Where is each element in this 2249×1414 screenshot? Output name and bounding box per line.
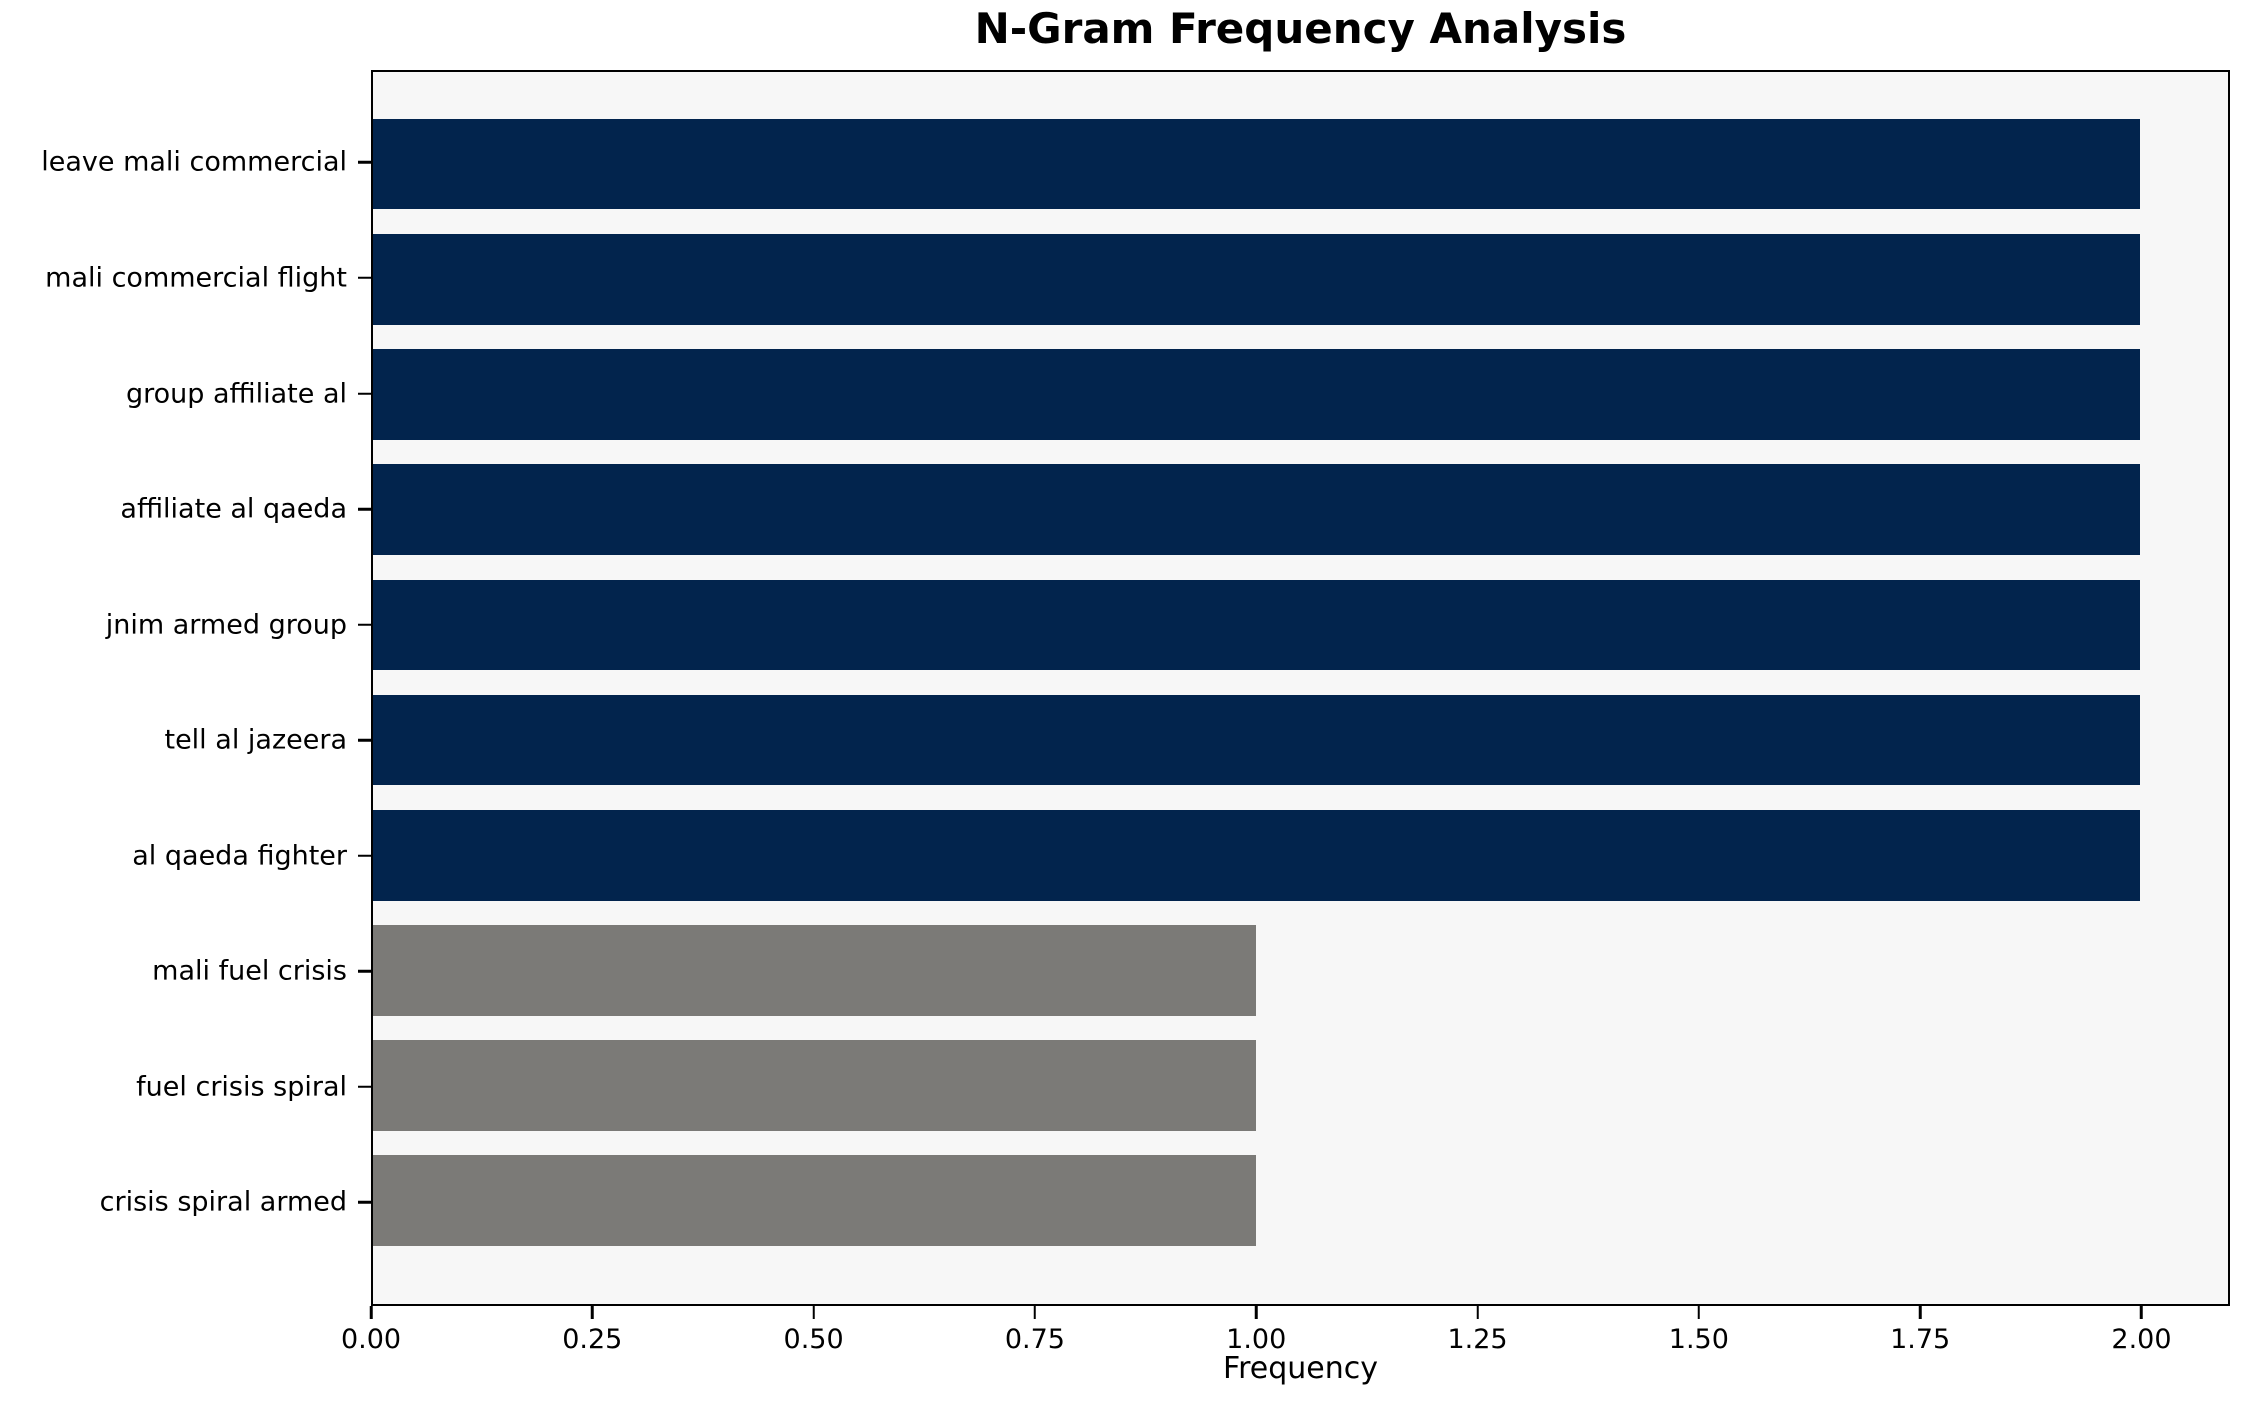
x-tick-mark [1918, 1306, 1922, 1319]
y-tick-label: mali commercial flight [45, 262, 347, 294]
y-tick-mark [358, 854, 371, 858]
bar-mali-fuel-crisis [373, 925, 1257, 1016]
bar-crisis-spiral-armed [373, 1155, 1257, 1247]
y-tick-mark [358, 507, 371, 511]
bar-jnim-armed-group [373, 579, 2140, 671]
x-axis-label: Frequency [1223, 1351, 1378, 1386]
y-tick-label: crisis spiral armed [99, 1186, 347, 1218]
x-tick-label: 0.50 [783, 1324, 844, 1355]
y-tick-label: affiliate al qaeda [120, 493, 347, 525]
x-tick-label: 0.00 [340, 1324, 402, 1355]
bar-tell-al-jazeera [373, 694, 2140, 786]
chart-title: N-Gram Frequency Analysis [974, 4, 1627, 53]
bar-mali-commercial-flight [373, 233, 2140, 325]
x-tick-mark [1033, 1306, 1037, 1319]
x-tick-mark [1254, 1306, 1258, 1319]
plot-area [371, 70, 2230, 1306]
x-tick-label: 2.00 [2111, 1324, 2172, 1355]
x-tick-label: 0.25 [562, 1324, 623, 1355]
y-tick-mark [358, 161, 371, 164]
bar-al-qaeda-fighter [373, 809, 2140, 901]
x-tick-mark [1476, 1306, 1479, 1319]
x-tick-mark [591, 1306, 594, 1319]
x-tick-mark [1697, 1306, 1701, 1319]
y-tick-label: fuel crisis spiral [136, 1071, 347, 1103]
x-tick-label: 0.75 [1004, 1324, 1065, 1355]
y-tick-mark [358, 392, 371, 395]
x-tick-mark [369, 1306, 373, 1319]
x-tick-label: 1.75 [1890, 1324, 1951, 1355]
x-tick-mark [812, 1306, 815, 1319]
y-tick-mark [358, 276, 371, 280]
y-tick-label: leave mali commercial [41, 146, 347, 178]
y-tick-mark [358, 738, 371, 742]
x-tick-label: 1.50 [1668, 1324, 1729, 1355]
x-tick-label: 1.25 [1447, 1324, 1508, 1355]
bar-affiliate-al-qaeda [373, 464, 2140, 555]
y-tick-mark [358, 1085, 371, 1089]
y-tick-mark [358, 1201, 371, 1204]
y-tick-mark [358, 970, 371, 973]
x-axis: 0.00 0.25 0.50 0.75 1.00 1.25 1.50 1.75 2.00 [341, 1306, 2230, 1386]
y-tick-label: group affiliate al [125, 378, 347, 410]
x-tick-label: 1.00 [1226, 1324, 1287, 1355]
y-axis: leave mali commercial mali commercial fli… [0, 70, 371, 1306]
y-tick-label: mali fuel crisis [152, 955, 347, 987]
x-tick-mark [2140, 1306, 2143, 1319]
y-tick-label: tell al jazeera [164, 724, 347, 756]
bar-fuel-crisis-spiral [373, 1040, 1257, 1131]
y-tick-label: jnim armed group [105, 609, 347, 641]
bar-group-affiliate-al [373, 349, 2140, 440]
y-tick-label: al qaeda fighter [132, 840, 347, 872]
y-tick-mark [358, 623, 371, 626]
bar-leave-mali-commercial [373, 118, 2140, 210]
